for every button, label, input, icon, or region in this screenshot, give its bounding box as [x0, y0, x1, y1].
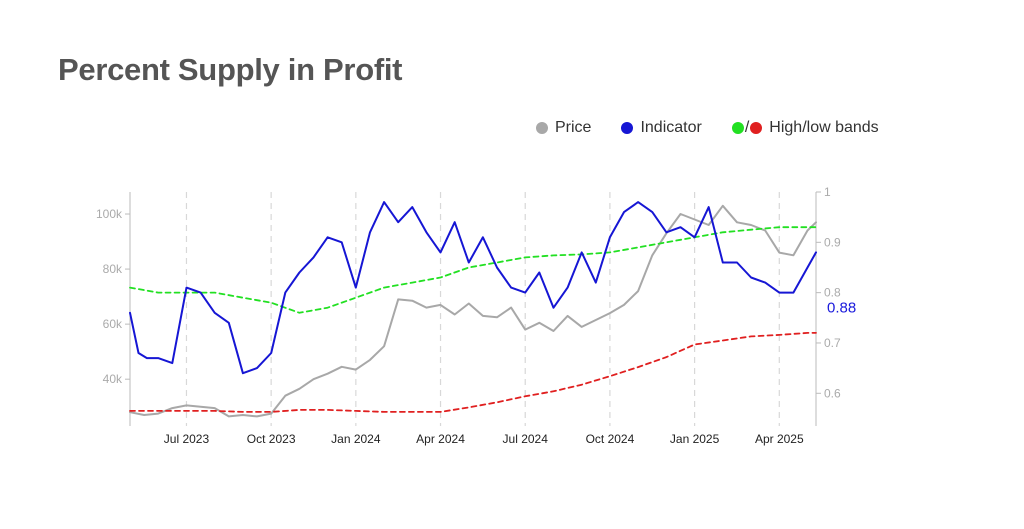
y-right-tick-label: 0.7	[824, 336, 841, 350]
series-layer	[129, 201, 817, 418]
price-dot-icon	[536, 122, 548, 134]
legend-item-price[interactable]: Price	[536, 119, 591, 137]
x-tick-label: Oct 2024	[586, 432, 635, 446]
high-band-line	[129, 226, 817, 314]
y-right-tick-label: 1	[824, 185, 831, 199]
labels-layer: Jul 2023 Oct 2023 Jan 2024 Apr 2024 Jul 2024…	[96, 185, 856, 446]
x-tick-label: Oct 2023	[247, 432, 296, 446]
low-band-line	[129, 331, 817, 413]
low-band-dot-icon	[750, 122, 763, 134]
legend-label-bands: High/low bands	[769, 119, 879, 136]
grid-layer	[185, 192, 780, 426]
y-right-tick-label: 0.8	[824, 286, 841, 300]
x-tick-label: Apr 2024	[416, 432, 465, 446]
x-tick-label: Jan 2024	[331, 432, 381, 446]
x-tick-label: Apr 2025	[755, 432, 804, 446]
x-tick-label: Jul 2023	[164, 432, 210, 446]
y-left-tick-label: 40k	[103, 372, 123, 386]
price-line	[129, 204, 817, 418]
y-left-tick-label: 80k	[103, 262, 123, 276]
legend-item-bands[interactable]: / High/low bands	[731, 119, 879, 137]
legend-separator: /	[744, 119, 750, 136]
x-tick-label: Jan 2025	[670, 432, 720, 446]
indicator-line	[129, 201, 817, 375]
y-right-tick-label: 0.9	[824, 235, 841, 249]
legend-label-price: Price	[555, 119, 592, 136]
indicator-last-value-label: 0.88	[827, 300, 856, 317]
y-left-tick-label: 60k	[103, 317, 123, 331]
y-left-tick-label: 100k	[96, 207, 123, 221]
axes-layer	[125, 191, 821, 426]
indicator-dot-icon	[621, 122, 634, 134]
legend-label-indicator: Indicator	[640, 119, 702, 136]
page-title: Percent Supply in Profit	[58, 52, 403, 87]
high-band-dot-icon	[731, 122, 744, 134]
chart-legend: Price Indicator / High/low bands	[536, 119, 879, 137]
x-tick-label: Jul 2024	[503, 432, 549, 446]
y-right-tick-label: 0.6	[824, 386, 841, 400]
legend-item-indicator[interactable]: Indicator	[621, 119, 702, 137]
